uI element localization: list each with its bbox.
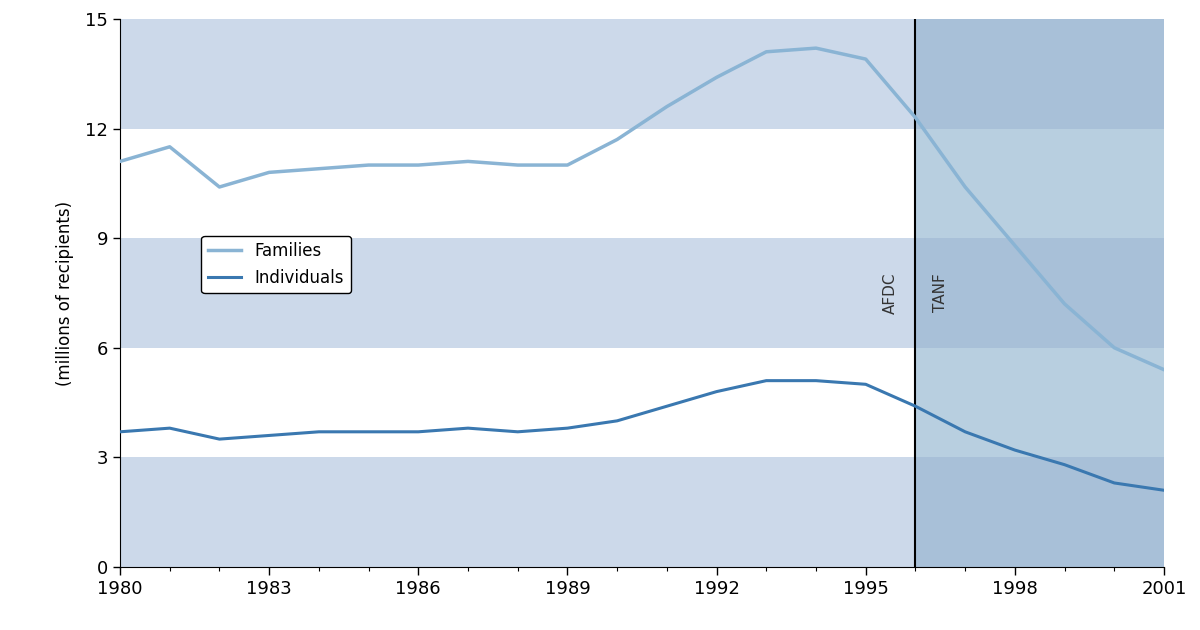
Bar — [120, 457, 916, 567]
Bar — [916, 348, 1164, 457]
Bar — [120, 129, 916, 238]
Legend: Families, Individuals: Families, Individuals — [202, 236, 350, 293]
Bar — [916, 129, 1164, 238]
Text: TANF: TANF — [932, 273, 948, 312]
Y-axis label: (millions of recipients): (millions of recipients) — [56, 200, 74, 386]
Bar — [916, 19, 1164, 129]
Bar — [120, 238, 916, 348]
Bar — [120, 19, 916, 129]
Text: AFDC: AFDC — [883, 272, 898, 314]
Bar — [916, 457, 1164, 567]
Bar — [120, 348, 916, 457]
Bar — [916, 238, 1164, 348]
